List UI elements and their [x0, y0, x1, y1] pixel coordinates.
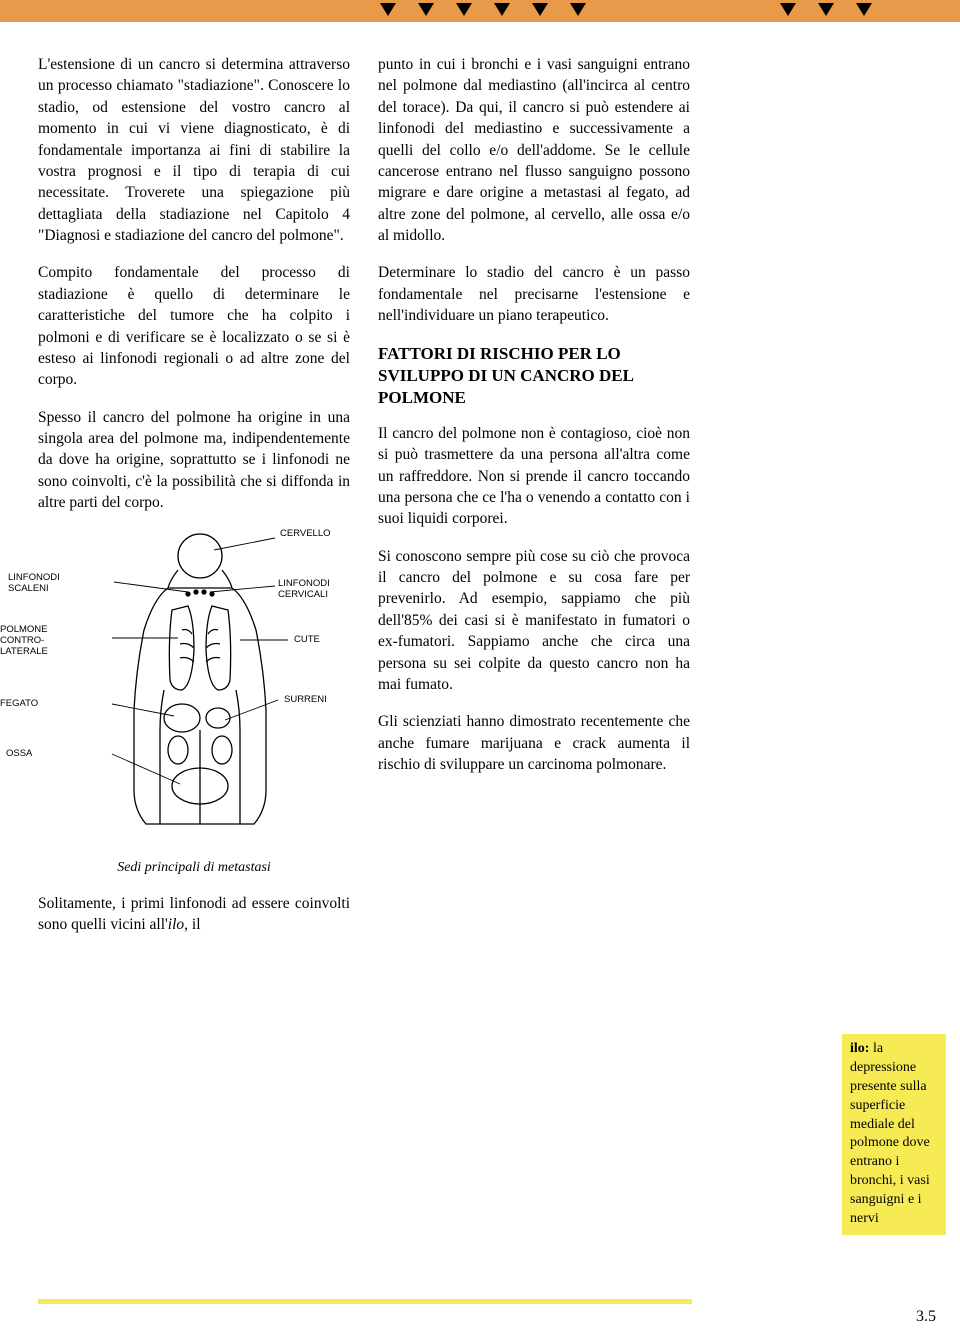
diagram-label-cute: CUTE [294, 634, 320, 645]
triangle-icon [818, 3, 834, 16]
diagram-label-linfonodi-cervicali: LINFONODI CERVICALI [278, 578, 350, 601]
paragraph: Determinare lo stadio del cancro è un pa… [378, 262, 690, 326]
paragraph: L'estensione di un cancro si determina a… [38, 54, 350, 246]
italic-term: ilo [168, 916, 184, 933]
top-bar [0, 0, 960, 22]
glossary-term: ilo: [850, 1041, 869, 1056]
triangle-icon [570, 3, 586, 16]
diagram-caption: Sedi principali di metastasi [38, 858, 350, 877]
paragraph: Il cancro del polmone non è contagioso, … [378, 423, 690, 530]
diagram-label-cervello: CERVELLO [280, 528, 331, 539]
diagram-label-ossa: OSSA [6, 748, 32, 759]
glossary-sidebar: ilo: la depressione presente sulla super… [842, 1034, 946, 1235]
paragraph: Spesso il cancro del polmone ha origine … [38, 407, 350, 514]
body-outline-icon [110, 530, 290, 830]
triangle-row-left [380, 3, 586, 16]
column-left: L'estensione di un cancro si determina a… [38, 54, 350, 936]
diagram-label-linfonodi-scaleni: LINFONODI SCALENI [8, 572, 60, 595]
diagram-label-surreni: SURRENI [284, 694, 327, 705]
metastasis-diagram: CERVELLO LINFONODI CERVICALI CUTE SURREN… [38, 530, 350, 850]
triangle-icon [456, 3, 472, 16]
paragraph: Gli scienziati hanno dimostrato recentem… [378, 711, 690, 775]
triangle-icon [856, 3, 872, 16]
main-content: L'estensione di un cancro si determina a… [0, 22, 960, 936]
triangle-icon [380, 3, 396, 16]
triangle-icon [532, 3, 548, 16]
glossary-definition: la depressione presente sulla superficie… [850, 1041, 930, 1226]
text: , il [184, 916, 200, 933]
paragraph: Compito fondamentale del processo di sta… [38, 262, 350, 390]
triangle-icon [494, 3, 510, 16]
diagram-label-polmone: POLMONE CONTRO- LATERALE [0, 624, 48, 658]
paragraph: punto in cui i bronchi e i vasi sanguign… [378, 54, 690, 246]
triangle-icon [418, 3, 434, 16]
paragraph: Solitamente, i primi linfonodi ad essere… [38, 893, 350, 936]
page-number: 3.5 [916, 1308, 936, 1326]
bottom-rule [38, 1299, 692, 1304]
section-heading: FATTORI DI RISCHIO PER LO SVILUPPO DI UN… [378, 343, 690, 409]
triangle-row-right [780, 3, 872, 16]
diagram-label-fegato: FEGATO [0, 698, 38, 709]
triangle-icon [780, 3, 796, 16]
paragraph: Si conoscono sempre più cose su ciò che … [378, 546, 690, 696]
column-right: punto in cui i bronchi e i vasi sanguign… [378, 54, 690, 936]
